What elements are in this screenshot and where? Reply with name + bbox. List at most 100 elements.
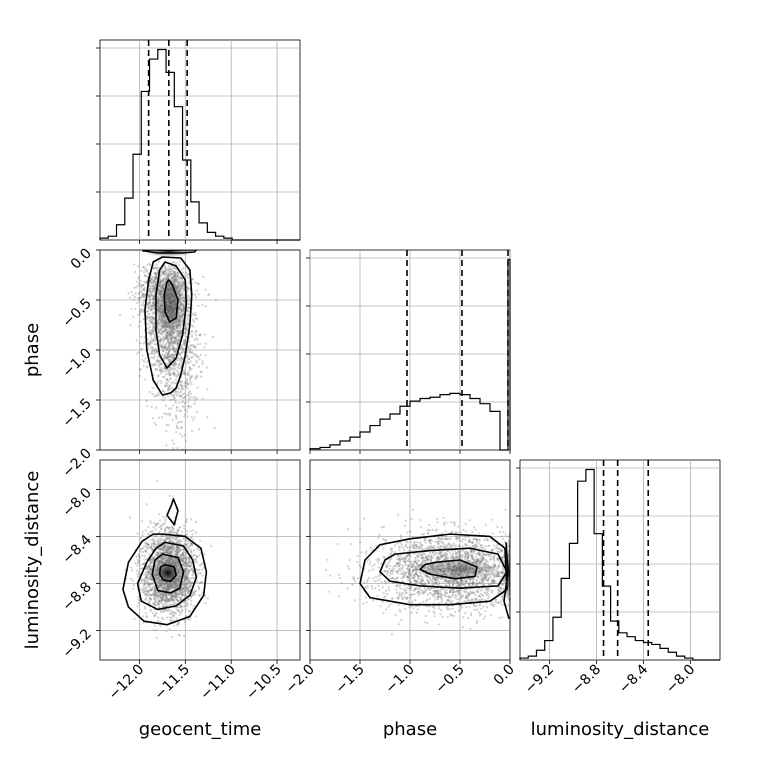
sample-point xyxy=(174,550,177,553)
sample-point xyxy=(176,593,179,596)
sample-point xyxy=(172,552,175,555)
sample-point xyxy=(194,558,198,561)
sample-point xyxy=(171,594,175,598)
sample-point xyxy=(169,616,172,619)
sample-point xyxy=(149,597,152,601)
sample-point xyxy=(185,329,188,332)
sample-point xyxy=(194,346,197,349)
sample-point xyxy=(183,372,186,376)
sample-point xyxy=(138,553,141,556)
sample-point xyxy=(153,279,156,283)
sample-point xyxy=(151,417,155,420)
sample-point xyxy=(175,551,179,554)
sample-point xyxy=(178,526,181,529)
sample-point xyxy=(180,592,183,595)
sample-point xyxy=(176,421,179,424)
sample-point xyxy=(183,348,186,351)
sample-point xyxy=(156,552,159,555)
sample-point xyxy=(173,602,176,605)
sample-point xyxy=(162,609,165,612)
sample-point xyxy=(161,350,164,353)
sample-point xyxy=(199,375,203,378)
sample-point xyxy=(184,339,187,342)
sample-point xyxy=(164,384,167,387)
sample-point xyxy=(164,355,167,358)
sample-point xyxy=(198,554,201,557)
sample-point xyxy=(182,349,185,352)
sample-point xyxy=(183,634,186,638)
sample-point xyxy=(143,558,146,561)
sample-point xyxy=(194,311,197,315)
sample-point xyxy=(146,585,149,588)
sample-point xyxy=(181,351,184,354)
sample-point xyxy=(174,363,177,366)
sample-point xyxy=(134,562,137,565)
sample-point xyxy=(175,602,178,605)
sample-point xyxy=(187,404,190,407)
sample-point xyxy=(199,353,203,356)
sample-point xyxy=(149,588,153,591)
sample-point xyxy=(147,307,150,310)
sample-point xyxy=(180,356,183,360)
sample-point xyxy=(134,292,137,295)
sample-point xyxy=(155,551,159,554)
sample-point xyxy=(167,599,170,603)
sample-point xyxy=(156,479,159,483)
sample-point xyxy=(190,382,193,386)
sample-point xyxy=(173,549,176,553)
sample-point xyxy=(171,550,174,553)
sample-point xyxy=(180,587,183,591)
sample-point xyxy=(159,593,163,596)
sample-point xyxy=(165,356,168,359)
sample-point xyxy=(183,585,186,588)
sample-point xyxy=(149,333,152,336)
sample-point xyxy=(147,305,150,309)
sample-point xyxy=(187,382,190,385)
sample-point xyxy=(139,309,142,312)
sample-point xyxy=(491,549,494,552)
sample-point xyxy=(174,593,178,596)
sample-point xyxy=(187,361,190,364)
sample-point xyxy=(404,562,407,565)
sample-point xyxy=(187,580,191,583)
sample-point xyxy=(176,533,179,536)
sample-point xyxy=(148,341,151,344)
sample-point xyxy=(185,543,188,546)
sample-point xyxy=(187,406,190,410)
sample-point xyxy=(178,603,182,607)
sample-point xyxy=(194,376,197,379)
sample-point xyxy=(188,569,191,573)
sample-point xyxy=(179,410,182,413)
sample-point xyxy=(147,304,150,307)
sample-point xyxy=(160,381,163,385)
sample-point xyxy=(176,548,179,552)
sample-point xyxy=(176,551,179,555)
sample-point xyxy=(129,324,132,327)
sample-point xyxy=(161,375,164,379)
sample-point xyxy=(188,569,191,572)
sample-point xyxy=(148,295,151,298)
sample-point xyxy=(173,615,176,618)
sample-point xyxy=(145,310,148,313)
sample-point xyxy=(140,578,143,582)
sample-point xyxy=(182,556,185,559)
sample-point xyxy=(142,271,146,274)
sample-point xyxy=(144,581,147,584)
sample-point xyxy=(181,384,184,387)
sample-point xyxy=(172,442,175,445)
sample-point xyxy=(174,591,178,594)
sample-point xyxy=(185,558,188,561)
sample-point xyxy=(188,547,191,550)
sample-point xyxy=(204,288,207,291)
sample-point xyxy=(207,294,210,297)
sample-point xyxy=(153,349,156,352)
sample-point xyxy=(185,543,188,546)
sample-point xyxy=(180,385,183,388)
sample-point xyxy=(166,389,170,392)
sample-point xyxy=(168,599,171,602)
sample-point xyxy=(167,358,170,361)
sample-point xyxy=(155,359,158,362)
sample-point xyxy=(171,394,174,397)
sample-point xyxy=(171,540,175,543)
